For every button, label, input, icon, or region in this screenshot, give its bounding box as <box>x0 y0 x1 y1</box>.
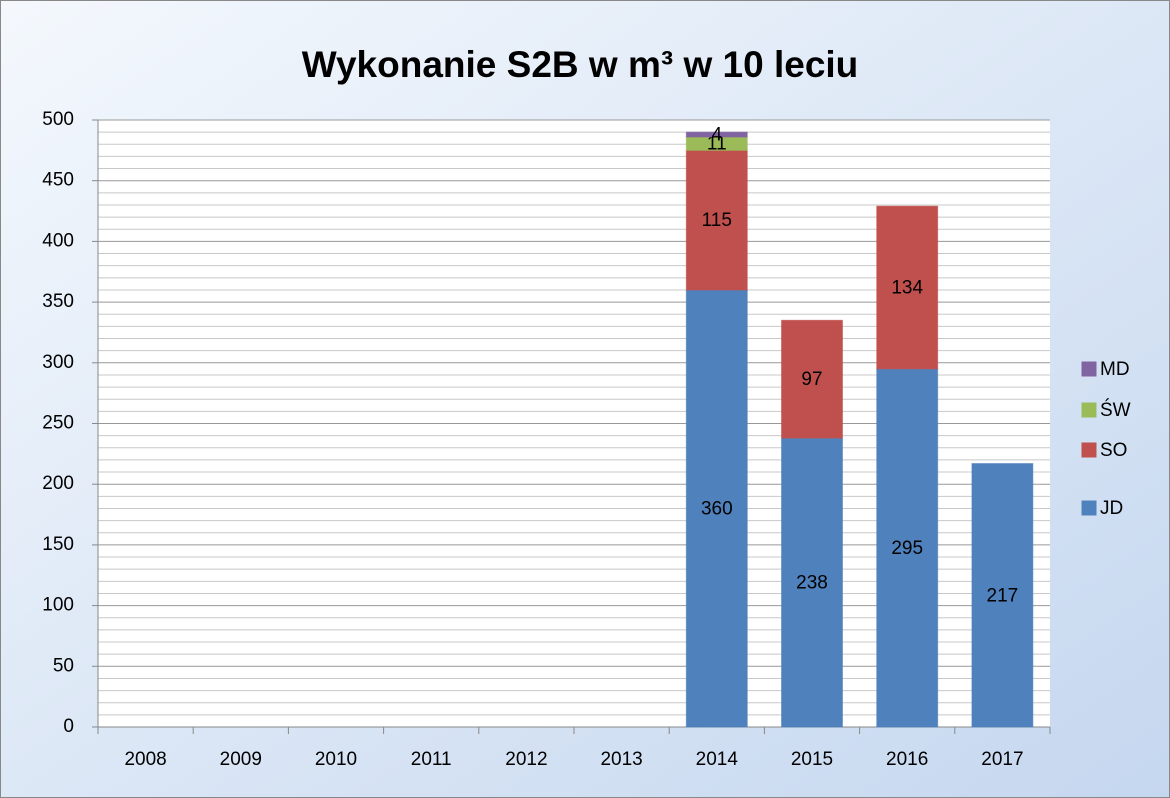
x-tick-label: 2014 <box>696 749 739 770</box>
y-tick-label: 100 <box>42 595 74 616</box>
y-tick-label: 50 <box>53 655 74 676</box>
data-label: 97 <box>801 369 822 390</box>
chart-title: Wykonanie S2B w m³ w 10 leciu <box>302 44 859 85</box>
y-tick-label: 350 <box>42 291 74 312</box>
bar-segment <box>685 131 748 138</box>
legend-label: SO <box>1100 440 1127 461</box>
y-tick-label: 450 <box>42 170 74 191</box>
x-tick-label: 2015 <box>791 749 833 770</box>
y-tick-label: 0 <box>63 716 74 737</box>
y-tick-label: 300 <box>42 352 74 373</box>
y-tick-label: 250 <box>42 413 74 434</box>
x-tick-label: 2013 <box>600 749 642 770</box>
x-tick-label: 2010 <box>315 749 357 770</box>
x-tick-label: 2017 <box>981 749 1023 770</box>
data-label: 295 <box>891 538 923 559</box>
bar-segment <box>971 463 1034 728</box>
x-tick-label: 2008 <box>124 749 166 770</box>
bar-segment <box>876 368 939 728</box>
data-label: 11 <box>707 134 727 155</box>
legend-marker <box>1081 442 1097 458</box>
y-tick-label: 200 <box>42 473 74 494</box>
data-label: 238 <box>796 573 828 594</box>
data-label: 115 <box>702 210 732 231</box>
data-label: 360 <box>701 498 733 519</box>
legend-marker <box>1081 500 1097 516</box>
bar-segment <box>876 205 939 370</box>
x-tick-label: 2012 <box>505 749 547 770</box>
data-label: 134 <box>891 278 923 299</box>
legend-label: ŚW <box>1100 399 1131 421</box>
bar-segment <box>781 437 843 728</box>
x-tick-label: 2016 <box>886 749 928 770</box>
legend-marker <box>1081 361 1097 377</box>
bar-segment <box>685 289 748 728</box>
x-tick-label: 2011 <box>411 749 452 770</box>
y-tick-label: 500 <box>42 109 74 130</box>
y-tick-label: 150 <box>42 534 74 555</box>
y-tick-label: 400 <box>42 230 74 251</box>
legend-marker <box>1081 402 1097 418</box>
bar-segment <box>781 319 843 439</box>
data-label: 4 <box>712 125 723 146</box>
bar-segment <box>685 149 748 291</box>
legend-label: JD <box>1100 498 1123 519</box>
data-label: 217 <box>987 585 1019 606</box>
x-tick-label: 2009 <box>220 749 262 770</box>
legend-label: MD <box>1100 359 1130 380</box>
